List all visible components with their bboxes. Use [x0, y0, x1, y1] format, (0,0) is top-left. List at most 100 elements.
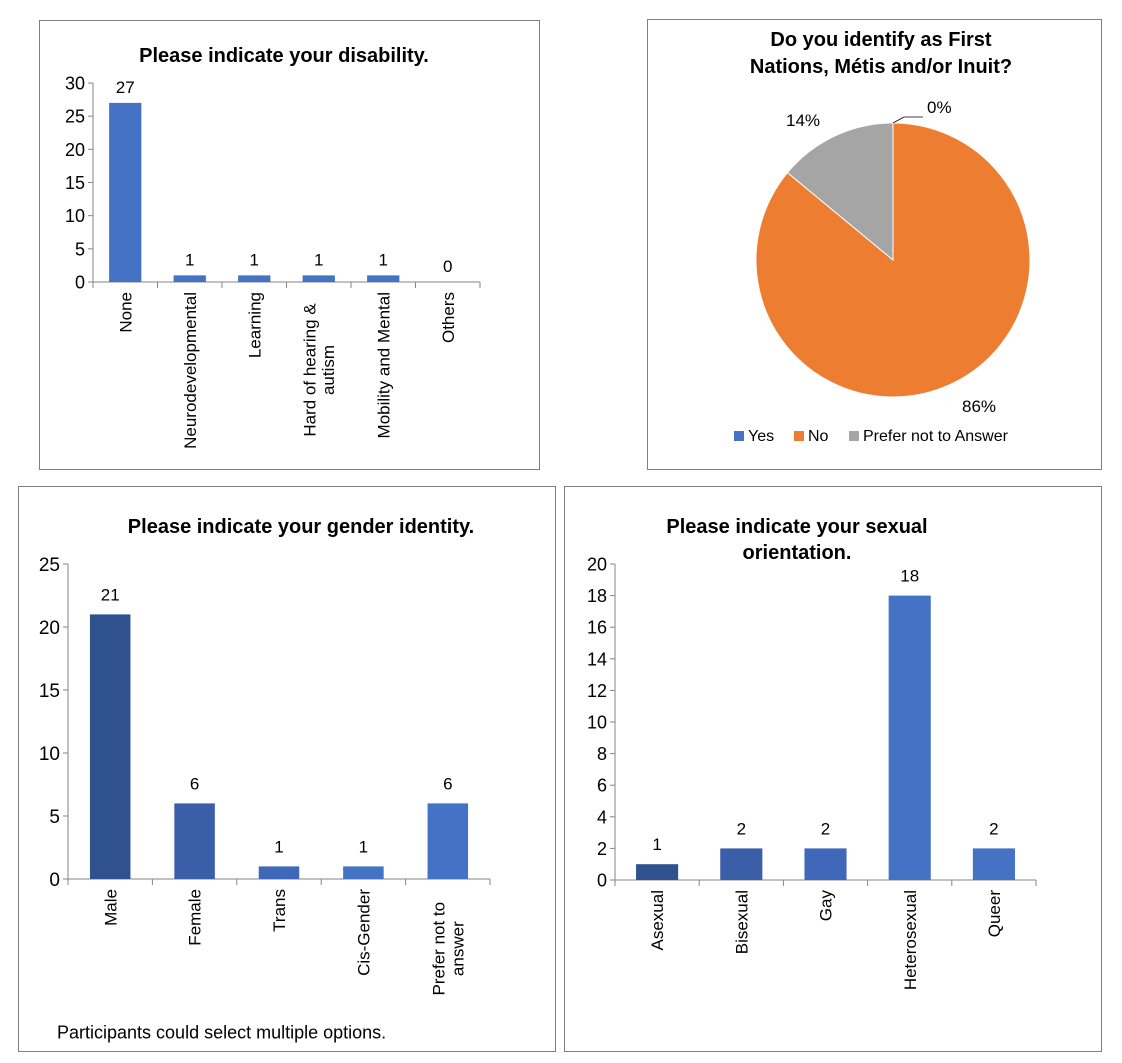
data-label: 2 [989, 819, 998, 838]
y-tick-label: 20 [39, 618, 60, 639]
chart-title: Please indicate your gender identity. [128, 516, 474, 538]
bar-hard-of-hearing-autism [302, 275, 335, 282]
legend-label: Yes [748, 428, 774, 445]
x-category-label: Trans [270, 889, 289, 932]
chart-title: Please indicate your disability. [139, 45, 429, 67]
sexual-orientation-bar-chart: Please indicate your sexual orientation. 0… [587, 516, 1037, 990]
x-category-label-line: Prefer not to [430, 902, 449, 996]
bar-gay [804, 848, 847, 880]
gender-identity-bar-chart: Please indicate your gender identity. 0 5 1… [39, 516, 491, 996]
y-tick-label: 8 [597, 744, 607, 764]
disability-chart-panel: Please indicate your disability. 0 5 10 15 20… [39, 20, 540, 470]
y-tick-label: 12 [587, 681, 607, 701]
y-tick-label: 16 [587, 618, 607, 638]
indigenous-identity-chart-panel: Do you identify as First Nations, Métis a… [647, 19, 1102, 470]
x-category-label: Gay [817, 890, 836, 922]
legend-swatch [734, 431, 744, 441]
y-tick-label: 0 [49, 870, 60, 891]
bar-queer [972, 848, 1015, 880]
legend-label: Prefer not to Answer [863, 428, 1009, 445]
y-tick-label: 20 [587, 554, 607, 574]
bar-female [174, 803, 215, 879]
x-category-label-line: Male [101, 889, 120, 926]
y-tick-label: 10 [65, 206, 85, 226]
indigenous-identity-pie-chart: Do you identify as First Nations, Métis a… [734, 29, 1031, 445]
data-label: 1 [379, 250, 388, 269]
chart-title: Do you identify as First [770, 29, 991, 51]
x-category-label-line: Trans [270, 889, 289, 932]
x-category-label-line: Bisexual [732, 890, 751, 954]
y-tick-label: 2 [597, 839, 607, 859]
y-tick-label: 0 [75, 272, 85, 292]
bar-heterosexual [888, 595, 931, 880]
bar-male [89, 614, 131, 879]
x-category-label-line: Asexual [648, 890, 667, 950]
bar-mobility-and-mental [367, 275, 400, 282]
data-label: 21 [101, 585, 120, 604]
bar-trans [258, 866, 300, 879]
data-label: 1 [274, 837, 283, 856]
x-category-label-line: Female [186, 889, 205, 946]
x-category-label: Mobility and Mental [374, 292, 393, 438]
data-label: 1 [185, 250, 194, 269]
data-label: 18 [900, 567, 919, 586]
x-category-label-line: Others [439, 292, 458, 343]
multiple-options-note: Participants could select multiple optio… [57, 1022, 387, 1043]
data-label: 1 [250, 250, 259, 269]
data-label-yes: 0% [927, 98, 952, 117]
y-tick-label: 0 [597, 870, 607, 890]
x-category-label: Female [186, 889, 205, 946]
data-label: 2 [737, 819, 746, 838]
x-category-label-line: Gay [817, 890, 836, 922]
y-tick-label: 25 [65, 107, 85, 127]
x-category-label: Hard of hearing & autism [301, 303, 339, 437]
legend-swatch [794, 431, 804, 441]
chart-title: Please indicate your sexual [666, 516, 927, 538]
x-category-label-line: Queer [985, 890, 1004, 938]
y-tick-label: 10 [587, 712, 607, 732]
bar-prefer-not-to-answer [427, 803, 469, 879]
legend-swatch [849, 431, 859, 441]
x-category-label-line: Learning [245, 292, 264, 358]
chart-title: orientation. [743, 542, 852, 564]
bar-cis-gender [343, 866, 384, 879]
legend: Yes No Prefer not to Answer [734, 428, 1009, 445]
y-tick-label: 10 [39, 744, 60, 765]
data-label: 1 [652, 835, 661, 854]
x-category-label: Cis-Gender [355, 889, 374, 976]
x-category-label-line: Hard of hearing & [301, 303, 320, 437]
data-label-prefer-not: 14% [786, 111, 820, 130]
chart-title: Nations, Métis and/or Inuit? [750, 56, 1012, 78]
data-label: 0 [443, 257, 452, 276]
sexual-orientation-chart-panel: Please indicate your sexual orientation. 0… [564, 486, 1102, 1052]
data-label: 6 [443, 774, 452, 793]
y-tick-label: 18 [587, 586, 607, 606]
data-label-no: 86% [962, 397, 996, 416]
y-tick-label: 4 [597, 807, 607, 827]
x-category-label: Male [101, 889, 120, 926]
data-label: 2 [821, 819, 830, 838]
x-category-label: Bisexual [732, 890, 751, 954]
leader-line [892, 116, 905, 124]
x-category-label: Asexual [648, 890, 667, 950]
bar-neurodevelopmental [173, 275, 206, 282]
x-category-label: None [116, 292, 135, 333]
bar-bisexual [720, 848, 763, 880]
bar-none [109, 102, 142, 283]
y-tick-label: 6 [597, 776, 607, 796]
y-tick-label: 15 [39, 681, 60, 702]
x-category-label: Queer [985, 890, 1004, 938]
x-category-label-line: answer [448, 921, 467, 976]
data-label: 6 [190, 774, 199, 793]
y-tick-label: 20 [65, 140, 85, 160]
bar-asexual [636, 864, 679, 880]
pie-slice-prefer-not-to-answer [786, 122, 894, 262]
x-category-label-line: Neurodevelopmental [181, 292, 200, 449]
y-tick-label: 5 [75, 239, 85, 259]
y-tick-label: 25 [39, 555, 60, 576]
x-category-label-line: Mobility and Mental [374, 292, 393, 438]
data-label: 1 [359, 837, 368, 856]
x-category-label: Heterosexual [901, 890, 920, 990]
gender-identity-chart-panel: Please indicate your gender identity. 0 5 1… [18, 486, 556, 1052]
data-label: 1 [314, 250, 323, 269]
